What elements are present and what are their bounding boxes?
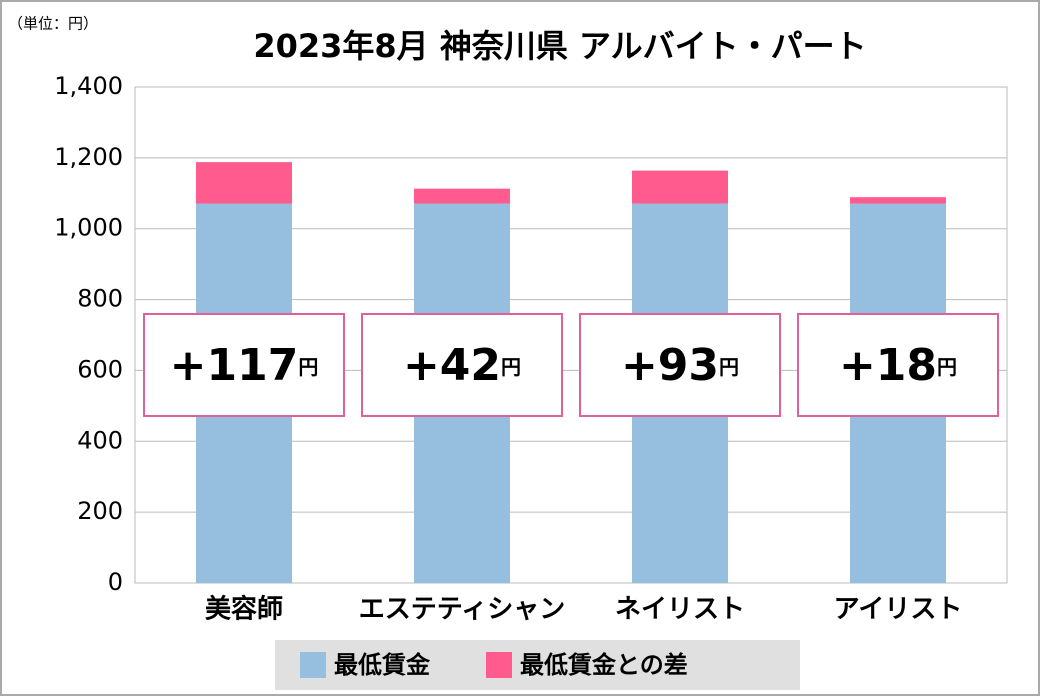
y-tick-label: 400 [77, 426, 123, 454]
y-tick-label: 0 [108, 568, 123, 596]
bar-segment [632, 170, 728, 204]
value-label-number: +42 [403, 340, 501, 391]
bar-segment [850, 197, 946, 204]
value-label-number: +93 [621, 340, 719, 391]
legend-swatch [300, 652, 326, 678]
y-tick-label: 600 [77, 355, 123, 383]
legend-label: 最低賃金 [334, 651, 431, 679]
callout-box [797, 313, 999, 417]
bar-segment [196, 162, 292, 204]
y-tick-label: 1,200 [54, 143, 123, 171]
value-label: +117円 [170, 340, 319, 391]
value-label-unit: 円 [501, 355, 521, 379]
value-label-number: +117 [170, 340, 299, 391]
legend-swatch [486, 652, 512, 678]
legend-background [275, 640, 800, 690]
value-label: +93円 [621, 340, 739, 391]
x-tick-label: ネイリスト [615, 595, 745, 625]
unit-label: （単位：円） [8, 15, 98, 33]
value-label-unit: 円 [937, 355, 957, 379]
callout-box [361, 313, 563, 417]
value-label: +18円 [839, 340, 957, 391]
y-tick-label: 800 [77, 285, 123, 313]
value-label-number: +18 [839, 340, 937, 391]
value-label: +42円 [403, 340, 521, 391]
x-tick-label: エステティシャン [359, 595, 565, 625]
value-label-unit: 円 [298, 355, 318, 379]
x-tick-label: アイリスト [834, 595, 963, 625]
x-tick-label: 美容師 [205, 594, 283, 625]
y-tick-label: 1,400 [54, 72, 123, 100]
y-tick-label: 200 [77, 497, 123, 525]
bar-segment [414, 188, 510, 204]
callout-box [143, 313, 345, 417]
y-tick-label: 1,000 [54, 214, 123, 242]
callout-box [579, 313, 781, 417]
value-label-unit: 円 [719, 355, 739, 379]
chart-title: 2023年8月 神奈川県 アルバイト・パート [253, 27, 866, 65]
legend-label: 最低賃金との差 [520, 651, 688, 679]
